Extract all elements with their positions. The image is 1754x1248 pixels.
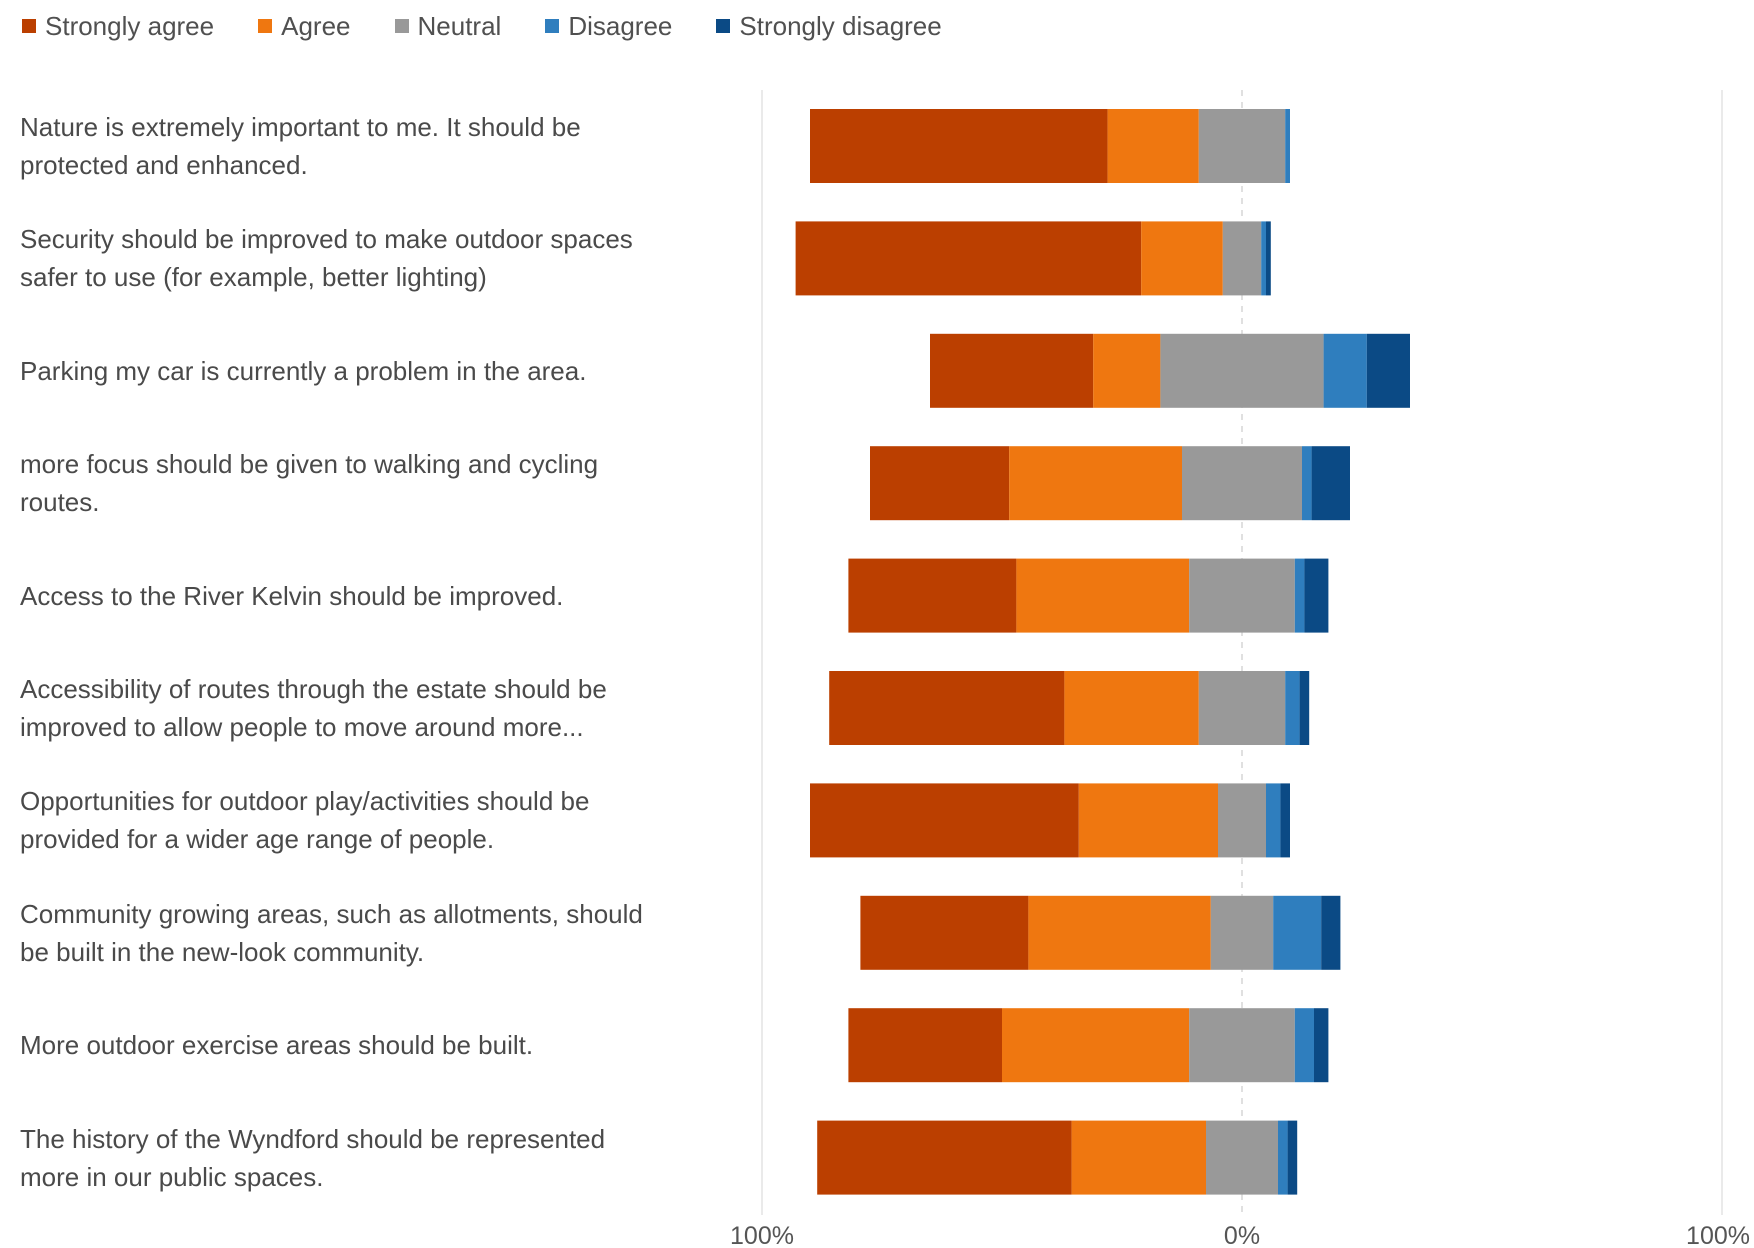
bar-segment-agree[interactable] [1093,333,1161,408]
bar-segment-neutral[interactable] [1160,333,1324,408]
legend-label: Strongly agree [45,10,215,41]
category-label-line: improved to allow people to move around … [20,712,584,742]
bar-segment-strongly-agree[interactable] [930,333,1094,408]
bar-segment-strongly-agree[interactable] [829,671,1065,745]
bar-segment-strongly-disagree[interactable] [1311,446,1350,521]
legend-label: Neutral [417,10,502,41]
bar-segment-strongly-agree[interactable] [848,1008,1002,1083]
bar-segment-neutral[interactable] [1198,671,1286,745]
category-label-line: more in our public spaces. [20,1161,324,1192]
legend-swatch [258,19,273,33]
bar-segment-agree[interactable] [1064,671,1199,745]
category-label: more focus should be given to walking an… [20,445,740,521]
legend-item[interactable]: Disagree [545,11,672,42]
category-label-line: Opportunities for outdoor play/activitie… [20,786,590,817]
x-tick-label: 100% [1686,1222,1750,1248]
bar-segment-neutral[interactable] [1206,1120,1278,1195]
chart-legend: Strongly agree Agree Neutral Disagree Strong… [22,8,942,44]
bar-segment-strongly-disagree[interactable] [1280,783,1290,858]
category-label: Accessibility of routes through the esta… [20,670,740,746]
bar-segment-disagree[interactable] [1266,783,1281,858]
category-label-line: Community growing areas, such as allotme… [20,898,643,929]
bar-segment-strongly-agree[interactable] [870,446,1010,521]
legend-item[interactable]: Strongly agree [22,11,214,42]
category-label: Security should be improved to make outd… [20,220,740,296]
category-label: Parking my car is currently a problem in… [20,352,740,390]
bar-segment-agree[interactable] [1002,1008,1190,1083]
bar-segment-disagree[interactable] [1285,109,1290,183]
bar-segment-neutral[interactable] [1210,895,1274,970]
x-tick-label: 0% [1224,1222,1260,1248]
bar-segment-disagree[interactable] [1302,446,1312,521]
legend-swatch [716,19,731,33]
legend-label: Disagree [568,10,673,41]
bar-segment-strongly-agree[interactable] [860,895,1029,970]
category-label: Community growing areas, such as allotme… [20,895,740,971]
bar-segment-neutral[interactable] [1189,1008,1295,1083]
bar-segment-agree[interactable] [1078,783,1218,858]
category-label-line: Nature is extremely important to me. It … [20,112,581,142]
bar-segment-neutral[interactable] [1182,446,1302,521]
bar-segment-disagree[interactable] [1294,1008,1314,1083]
bar-segment-strongly-disagree[interactable] [1314,1008,1329,1083]
bar-segment-strongly-agree[interactable] [810,109,1108,183]
bar-segment-agree[interactable] [1009,446,1182,521]
legend-swatch [394,19,409,33]
bar-segment-disagree[interactable] [1294,558,1305,633]
bar-segment-disagree[interactable] [1323,333,1367,408]
category-label: Opportunities for outdoor play/activitie… [20,782,740,858]
category-label-line: be built in the new-look community. [20,936,425,967]
bar-segment-disagree[interactable] [1285,671,1300,745]
bar-segment-disagree[interactable] [1261,221,1266,296]
category-label-line: protected and enhanced. [20,150,308,180]
bar-segment-strongly-disagree[interactable] [1299,671,1310,745]
category-label-line: more focus should be given to walking an… [20,449,599,480]
category-label-line: Access to the River Kelvin should be imp… [20,580,564,611]
bar-segment-agree[interactable] [1107,109,1199,183]
category-label-line: The history of the Wyndford should be re… [20,1123,606,1154]
legend-swatch [22,19,36,33]
legend-item[interactable]: Strongly disagree [716,10,942,42]
bar-segment-disagree[interactable] [1273,895,1322,970]
bar-segment-strongly-disagree[interactable] [1287,1120,1298,1195]
category-label-line: provided for a wider age range of people… [20,824,495,855]
category-label: Nature is extremely important to me. It … [20,108,740,184]
legend-swatch [545,19,560,33]
legend-item[interactable]: Agree [258,10,351,42]
legend-label: Agree [281,10,351,41]
bar-segment-strongly-disagree[interactable] [1366,333,1410,408]
category-label-line: Security should be improved to make outd… [20,224,633,255]
bar-segment-agree[interactable] [1141,221,1223,296]
category-label: The history of the Wyndford should be re… [20,1120,740,1196]
bar-segment-disagree[interactable] [1278,1120,1288,1195]
bar-segment-agree[interactable] [1016,558,1190,633]
bar-segment-strongly-agree[interactable] [810,783,1079,858]
legend-item[interactable]: Neutral [394,10,502,42]
category-label-line: More outdoor exercise areas should be bu… [20,1030,534,1061]
category-labels: Nature is extremely important to me. It … [20,0,740,1248]
bar-segment-strongly-disagree[interactable] [1304,558,1329,633]
bar-segment-strongly-agree[interactable] [848,558,1017,633]
bar-segment-neutral[interactable] [1218,783,1266,858]
bar-segment-strongly-disagree[interactable] [1266,221,1271,296]
bar-segment-neutral[interactable] [1198,109,1286,183]
bar-segment-agree[interactable] [1071,1120,1206,1195]
category-label-line: Accessibility of routes through the esta… [20,674,607,704]
bar-segment-neutral[interactable] [1189,558,1295,633]
bar-segment-agree[interactable] [1028,895,1211,970]
bar-segment-neutral[interactable] [1222,221,1262,296]
legend-label: Strongly disagree [739,10,942,41]
x-tick-label: 100% [730,1222,794,1248]
bar-segment-strongly-disagree[interactable] [1321,895,1341,970]
category-label: Access to the River Kelvin should be imp… [20,577,740,615]
bar-segment-strongly-agree[interactable] [795,221,1142,296]
bar-segment-strongly-agree[interactable] [817,1120,1072,1195]
category-label-line: routes. [20,487,100,518]
category-label: More outdoor exercise areas should be bu… [20,1026,740,1064]
category-label-line: safer to use (for example, better lighti… [20,262,487,293]
category-label-line: Parking my car is currently a problem in… [20,355,587,386]
